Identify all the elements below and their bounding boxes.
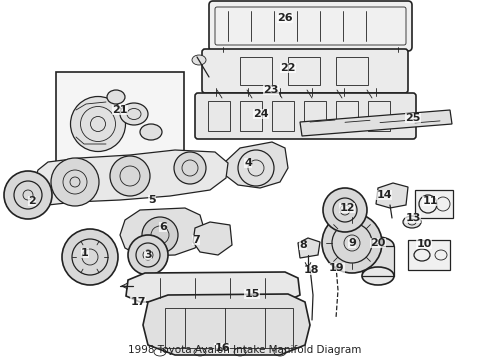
Polygon shape xyxy=(143,294,310,355)
Text: 7: 7 xyxy=(192,235,200,245)
Bar xyxy=(240,57,272,85)
Circle shape xyxy=(51,158,99,206)
Polygon shape xyxy=(298,238,320,258)
Ellipse shape xyxy=(71,96,125,152)
Text: 1: 1 xyxy=(81,248,89,258)
Ellipse shape xyxy=(362,267,394,285)
Ellipse shape xyxy=(120,103,148,125)
Circle shape xyxy=(128,235,168,275)
Ellipse shape xyxy=(192,55,206,65)
Text: 19: 19 xyxy=(329,263,345,273)
Text: 6: 6 xyxy=(159,222,167,232)
Text: 24: 24 xyxy=(253,109,269,119)
Text: 9: 9 xyxy=(348,238,356,248)
Text: 2: 2 xyxy=(28,196,36,206)
Bar xyxy=(240,101,262,131)
Text: 12: 12 xyxy=(339,203,355,213)
Polygon shape xyxy=(120,208,205,256)
Text: 10: 10 xyxy=(416,239,432,249)
Circle shape xyxy=(323,188,367,232)
Text: 25: 25 xyxy=(405,113,421,123)
Bar xyxy=(288,57,320,85)
Ellipse shape xyxy=(107,90,125,104)
Text: 16: 16 xyxy=(214,343,230,353)
Text: 22: 22 xyxy=(280,63,296,73)
Text: 21: 21 xyxy=(112,105,128,115)
Bar xyxy=(336,101,358,131)
Text: 3: 3 xyxy=(144,250,152,260)
Text: 14: 14 xyxy=(376,190,392,200)
Polygon shape xyxy=(34,150,228,205)
Ellipse shape xyxy=(140,124,162,140)
Text: 13: 13 xyxy=(405,213,421,223)
Bar xyxy=(336,57,368,85)
Bar xyxy=(304,101,326,131)
Bar xyxy=(362,246,394,276)
Text: 4: 4 xyxy=(244,158,252,168)
Polygon shape xyxy=(225,142,288,188)
FancyBboxPatch shape xyxy=(209,1,412,51)
Circle shape xyxy=(4,171,52,219)
Text: 18: 18 xyxy=(303,265,319,275)
Bar xyxy=(415,190,453,218)
Circle shape xyxy=(322,213,382,273)
Text: 11: 11 xyxy=(422,196,438,206)
Text: 15: 15 xyxy=(245,289,260,299)
Bar xyxy=(272,101,294,131)
Circle shape xyxy=(174,152,206,184)
Ellipse shape xyxy=(362,237,394,255)
Bar xyxy=(408,240,450,270)
Text: 20: 20 xyxy=(370,238,386,248)
Circle shape xyxy=(110,156,150,196)
FancyBboxPatch shape xyxy=(202,49,408,93)
Circle shape xyxy=(62,229,118,285)
Ellipse shape xyxy=(403,216,421,228)
Text: 26: 26 xyxy=(277,13,293,23)
Text: 23: 23 xyxy=(263,85,279,95)
Text: 8: 8 xyxy=(299,240,307,250)
Text: 5: 5 xyxy=(148,195,156,205)
Bar xyxy=(208,101,230,131)
Polygon shape xyxy=(376,183,408,208)
Circle shape xyxy=(142,217,178,253)
Polygon shape xyxy=(193,222,232,255)
Text: 17: 17 xyxy=(130,297,146,307)
Bar xyxy=(56,72,184,162)
Bar xyxy=(368,101,390,131)
FancyBboxPatch shape xyxy=(195,93,416,139)
Bar xyxy=(165,308,293,348)
Text: 1998 Toyota Avalon Intake Manifold Diagram: 1998 Toyota Avalon Intake Manifold Diagr… xyxy=(128,345,362,355)
Polygon shape xyxy=(126,272,300,302)
Polygon shape xyxy=(300,110,452,136)
